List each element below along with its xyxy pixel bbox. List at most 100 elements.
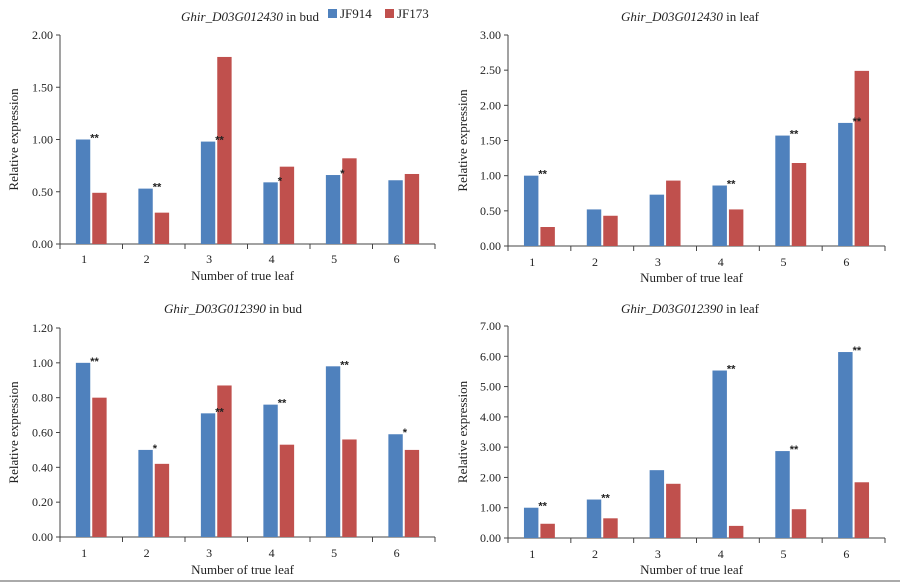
chart-title-tissue: in leaf — [723, 9, 760, 24]
y-tick-label: 0.00 — [480, 239, 501, 253]
bar-JF173-6 — [404, 449, 420, 537]
bar-JF173-1 — [92, 192, 107, 244]
bar-JF173-3 — [666, 180, 681, 246]
bar-JF173-2 — [154, 463, 170, 537]
bar-JF173-4 — [728, 209, 744, 246]
x-axis-label: Number of true leaf — [640, 562, 744, 577]
significance-mark: * — [340, 168, 345, 180]
bar-JF173-2 — [603, 518, 618, 538]
y-tick-label: 1.00 — [32, 133, 53, 147]
significance-mark: * — [153, 443, 158, 455]
bar-JF914-5 — [325, 175, 341, 244]
significance-mark: ** — [790, 129, 799, 141]
x-axis-label: Number of true leaf — [191, 268, 295, 283]
bar-JF173-5 — [342, 158, 357, 244]
chart-title: Ghir_D03G012430 in bud — [181, 9, 319, 24]
bar-JF914-1 — [75, 139, 91, 244]
chart-panel-3: Ghir_D03G012390 in bud 0.00 0.20 0.40 0.60 0.… — [6, 301, 436, 577]
bar-JF914-3 — [649, 470, 665, 538]
bar-JF173-4 — [728, 525, 744, 538]
x-tick-label: 4 — [718, 547, 724, 561]
chart-title: Ghir_D03G012390 in bud — [164, 301, 302, 316]
x-tick-label: 6 — [394, 252, 400, 266]
significance-mark: ** — [727, 364, 736, 376]
y-axis-label: Relative expression — [6, 88, 21, 191]
x-tick-label: 5 — [781, 255, 787, 269]
bar-JF914-2 — [138, 449, 153, 537]
y-tick-label: 0.20 — [32, 495, 53, 509]
bar-JF914-4 — [263, 182, 278, 244]
y-tick-label: 3.00 — [480, 28, 501, 42]
chart-title-tissue: in bud — [266, 301, 303, 316]
chart-title-tissue: in bud — [283, 9, 320, 24]
y-tick-label: 1.20 — [32, 321, 53, 335]
x-tick-label: 2 — [144, 252, 150, 266]
y-tick-label: 1.50 — [480, 134, 501, 148]
bar-JF173-2 — [154, 212, 170, 244]
y-tick-label: 0.00 — [32, 237, 53, 251]
chart-panel-1: Ghir_D03G012430 in bud 0.00 0.50 1.00 1.50 2.… — [6, 9, 436, 283]
bar-JF173-1 — [540, 227, 555, 246]
y-tick-label: 0.40 — [32, 460, 53, 474]
legend-swatch-JF173 — [385, 9, 394, 18]
x-tick-label: 6 — [843, 547, 849, 561]
x-tick-label: 3 — [655, 255, 661, 269]
y-tick-label: 0.80 — [32, 391, 53, 405]
bar-JF914-3 — [200, 141, 216, 244]
bar-JF173-6 — [854, 70, 870, 247]
bar-JF914-2 — [138, 188, 153, 244]
y-tick-label: 2.50 — [480, 63, 501, 77]
significance-mark: ** — [538, 501, 547, 513]
x-tick-label: 5 — [331, 252, 337, 266]
bar-JF914-3 — [200, 413, 216, 537]
x-tick-label: 2 — [144, 546, 150, 560]
bar-JF173-1 — [92, 397, 107, 537]
y-tick-label: 3.00 — [480, 440, 501, 454]
bar-JF173-3 — [217, 56, 232, 244]
bar-JF914-4 — [712, 185, 727, 246]
x-tick-label: 1 — [81, 252, 87, 266]
bar-JF914-5 — [775, 451, 790, 538]
x-tick-label: 3 — [206, 546, 212, 560]
y-tick-label: 1.00 — [32, 356, 53, 370]
legend: JF914 JF173 — [328, 6, 429, 21]
y-tick-label: 0.50 — [32, 185, 53, 199]
significance-mark: ** — [601, 493, 610, 505]
y-axis-label: Relative expression — [6, 381, 21, 484]
bar-JF914-4 — [263, 404, 278, 537]
y-axis-label: Relative expression — [455, 380, 470, 483]
bar-JF914-2 — [586, 209, 602, 246]
bar-JF914-1 — [523, 175, 539, 246]
x-tick-label: 3 — [206, 252, 212, 266]
chart-title-gene: Ghir_D03G012430 — [621, 9, 723, 24]
bar-JF173-6 — [854, 482, 870, 538]
x-tick-label: 1 — [529, 255, 535, 269]
bar-JF914-1 — [523, 507, 539, 538]
significance-mark: ** — [90, 133, 99, 145]
bar-JF914-5 — [325, 366, 341, 537]
significance-mark: ** — [853, 345, 862, 357]
significance-mark: ** — [278, 398, 287, 410]
x-tick-label: 6 — [394, 546, 400, 560]
significance-mark: ** — [340, 359, 349, 371]
significance-mark: ** — [215, 135, 224, 147]
x-tick-label: 4 — [269, 252, 275, 266]
x-tick-label: 4 — [269, 546, 275, 560]
legend-swatch-JF914 — [328, 9, 337, 18]
significance-mark: ** — [215, 406, 224, 418]
bar-JF914-1 — [75, 362, 91, 537]
chart-title: Ghir_D03G012430 in leaf — [621, 9, 760, 24]
y-tick-label: 1.00 — [480, 169, 501, 183]
bar-JF914-6 — [388, 180, 403, 244]
bar-JF173-5 — [791, 163, 807, 246]
significance-mark: ** — [153, 182, 162, 194]
chart-title-gene: Ghir_D03G012430 — [181, 9, 283, 24]
bar-JF173-4 — [279, 166, 295, 244]
significance-mark: * — [278, 175, 283, 187]
bar-JF173-3 — [666, 483, 681, 538]
x-tick-label: 5 — [781, 547, 787, 561]
x-tick-label: 1 — [529, 547, 535, 561]
bar-JF914-5 — [775, 135, 790, 246]
y-tick-label: 6.00 — [480, 349, 501, 363]
